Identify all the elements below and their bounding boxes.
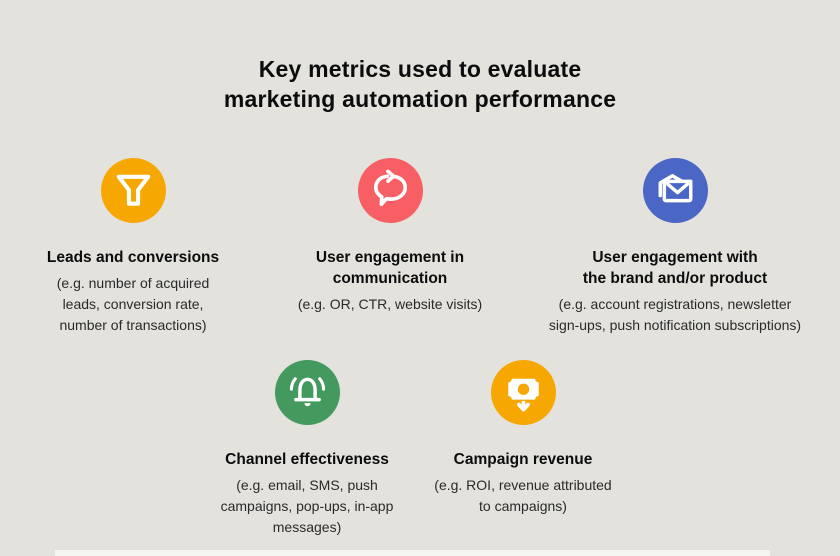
metric-heading: Channel effectiveness	[225, 451, 389, 468]
metric-heading: Leads and conversions	[46, 249, 220, 266]
bell-icon	[274, 360, 340, 425]
metric-channel-effectiveness: Channel effectiveness (e.g. email, SMS, …	[190, 360, 424, 538]
metric-description: (e.g. account registrations, newsletter …	[548, 295, 802, 333]
page-title: Key metrics used to evaluate marketing a…	[223, 56, 617, 113]
metric-heading: User engagement in communication	[315, 249, 465, 287]
metric-user-engagement-communication: User engagement in communication (e.g. O…	[272, 158, 508, 315]
bottom-edge-strip	[55, 550, 770, 556]
metric-description: (e.g. number of acquired leads, conversi…	[56, 274, 210, 333]
refresh-speech-bubble-icon	[357, 158, 423, 223]
metric-leads-and-conversions: Leads and conversions (e.g. number of ac…	[8, 158, 258, 336]
banknote-down-arrow-icon	[490, 360, 556, 425]
metric-heading: Campaign revenue	[453, 451, 593, 468]
metric-description: (e.g. ROI, revenue attributed to campaig…	[434, 476, 612, 514]
metric-user-engagement-brand: User engagement with the brand and/or pr…	[515, 158, 835, 336]
metric-description: (e.g. OR, CTR, website visits)	[297, 295, 483, 312]
metric-campaign-revenue: Campaign revenue (e.g. ROI, revenue attr…	[406, 360, 640, 517]
funnel-icon	[100, 158, 166, 223]
metric-description: (e.g. email, SMS, push campaigns, pop-up…	[220, 476, 394, 535]
metric-heading: User engagement with the brand and/or pr…	[582, 249, 768, 287]
envelopes-icon	[642, 158, 708, 223]
